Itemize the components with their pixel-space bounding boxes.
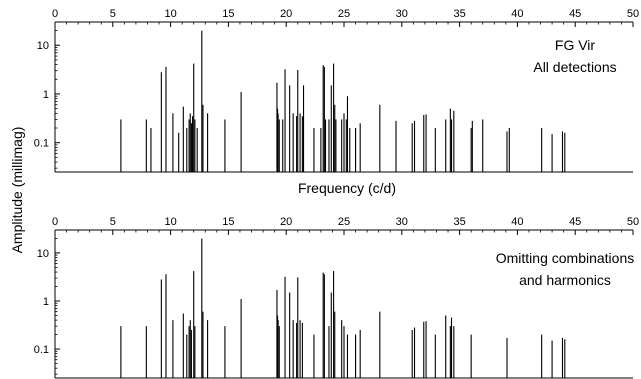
x-tick-label: 35 xyxy=(453,8,465,20)
x-tick-label: 35 xyxy=(453,216,465,228)
x-tick-label: 0 xyxy=(52,216,58,228)
x-tick-label: 20 xyxy=(280,216,292,228)
panel-annotation: Omitting combinations xyxy=(496,250,635,266)
x-tick-label: 40 xyxy=(511,8,523,20)
y-tick-label: 1 xyxy=(43,296,49,308)
y-tick-label: 10 xyxy=(37,248,49,260)
x-tick-label: 30 xyxy=(396,216,408,228)
x-tick-label: 45 xyxy=(569,8,581,20)
x-tick-label: 10 xyxy=(164,216,176,228)
y-tick-label: 10 xyxy=(37,40,49,52)
bottom-spectrum-panel: 0 5 10 15 20 25 30 35 40 45 50 0.1 1 10 Omitting combi… xyxy=(34,216,639,379)
x-tick-label: 40 xyxy=(511,216,523,228)
x-tick-label: 50 xyxy=(627,216,639,228)
x-tick-label: 5 xyxy=(110,216,116,228)
x-tick-label: 15 xyxy=(222,8,234,20)
x-tick-label: 50 xyxy=(627,8,639,20)
x-tick-label: 0 xyxy=(52,8,58,20)
x-tick-label: 15 xyxy=(222,216,234,228)
x-tick-label: 25 xyxy=(338,216,350,228)
top-spectrum-panel: 0 5 10 15 20 25 30 35 40 45 50 0.1 1 10 FG Vir All dete… xyxy=(34,8,639,173)
x-tick-label: 10 xyxy=(164,8,176,20)
x-tick-label: 25 xyxy=(338,8,350,20)
x-axis-title: Frequency (c/d) xyxy=(298,180,396,196)
x-tick-label: 20 xyxy=(280,8,292,20)
y-tick-label: 1 xyxy=(43,89,49,101)
panel-annotation: All detections xyxy=(533,59,616,75)
x-tick-label: 5 xyxy=(110,8,116,20)
y-axis-title: Amplitude (millimag) xyxy=(9,127,25,254)
y-tick-label: 0.1 xyxy=(34,344,49,356)
y-tick-label: 0.1 xyxy=(34,138,49,150)
panel-annotation: and harmonics xyxy=(519,272,611,288)
panel-annotation: FG Vir xyxy=(555,37,596,53)
x-tick-label: 45 xyxy=(569,216,581,228)
x-tick-label: 30 xyxy=(396,8,408,20)
